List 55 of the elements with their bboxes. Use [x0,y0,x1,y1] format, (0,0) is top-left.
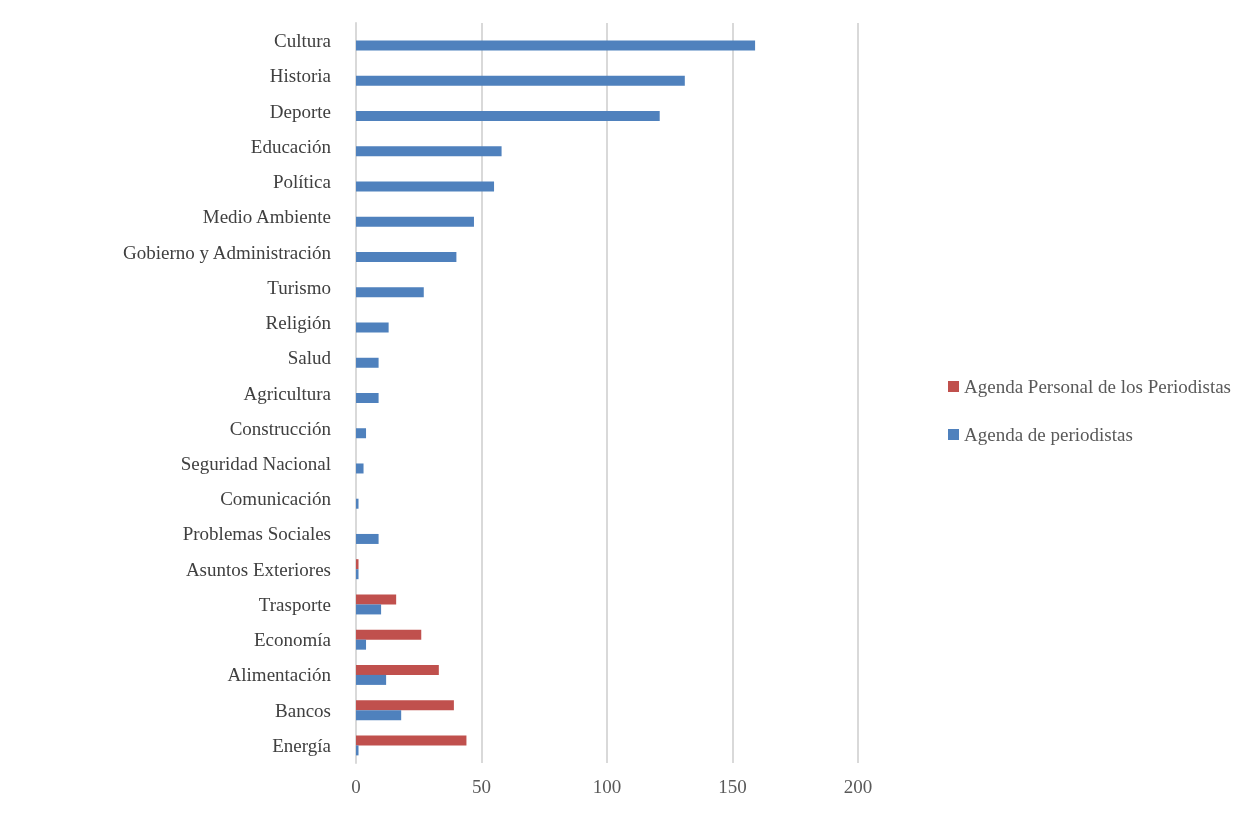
bar [356,639,367,650]
y-tick-label: Asuntos Exteriores [185,558,331,580]
x-tick-label: 200 [843,776,873,797]
bar [356,604,382,615]
bar [356,569,359,580]
legend-label: Agenda Personal de los Periodistas [964,376,1232,397]
y-tick-label: Turismo [267,276,331,298]
y-tick-label: Economía [253,629,332,651]
bar [356,629,422,640]
y-tick-label: Problemas Sociales [182,523,331,545]
y-tick-label: Educación [250,135,332,157]
y-tick-label: Política [272,171,332,193]
x-tick-label: 50 [472,776,491,797]
bar [356,559,359,570]
y-tick-label: Gobierno y Administración [123,241,332,263]
y-tick-label: Seguridad Nacional [180,452,331,474]
bar [356,393,379,403]
bar [356,735,467,746]
y-tick-label: Agricultura [243,382,332,404]
x-tick-label: 150 [718,776,747,797]
y-tick-label: Comunicación [220,488,332,510]
bar [356,75,685,86]
bar [356,710,402,721]
bar [356,594,397,605]
bar [356,40,756,51]
y-tick-label: Salud [287,347,332,369]
bar [356,498,359,509]
bar [356,111,660,122]
y-tick-label: Energía [272,734,332,756]
y-tick-label: Cultura [274,30,332,52]
bar [356,322,389,333]
y-tick-label: Trasporte [258,593,331,615]
y-tick-label: Bancos [275,699,331,721]
bar [356,181,495,192]
y-tick-label: Construcción [229,417,332,439]
bar [356,357,379,368]
x-tick-label: 100 [592,776,622,797]
bar [356,146,502,157]
bar [356,216,474,227]
bar [356,745,359,756]
y-tick-label: Religión [265,312,332,334]
y-tick-label: Deporte [269,100,331,122]
bar [356,463,364,474]
bar [356,287,424,298]
bar [356,428,367,439]
bar [356,533,379,544]
y-tick-label: Alimentación [227,664,332,686]
bar [356,252,457,263]
x-tick-label: 0 [351,776,361,797]
bar [356,700,454,711]
legend-label: Agenda de periodistas [964,424,1133,445]
y-tick-label: Medio Ambiente [202,206,331,228]
bar [356,664,439,675]
bar [356,674,387,685]
y-tick-label: Historia [269,65,332,87]
